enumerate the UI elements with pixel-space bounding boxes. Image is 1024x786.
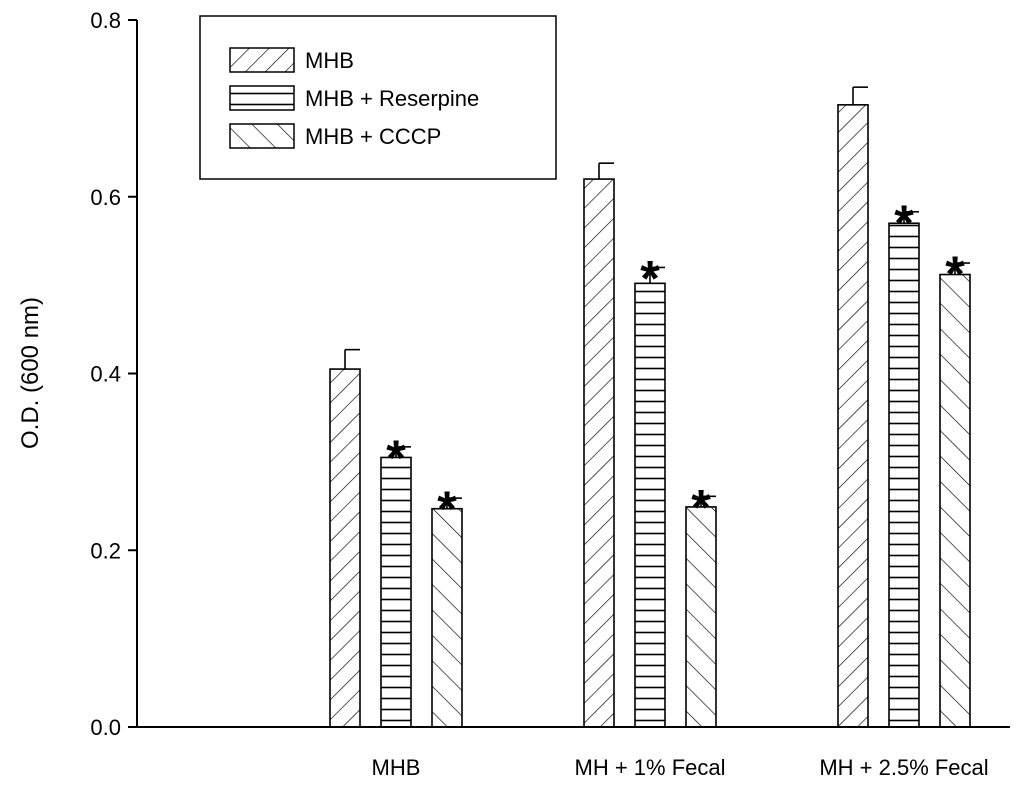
legend-swatch-mhb-cccp — [229, 123, 295, 149]
significance-markers: * * * * * * — [386, 195, 965, 537]
legend-label: MHB + CCCP — [305, 124, 441, 149]
y-tick-label: 0.8 — [90, 8, 121, 33]
significance-star: * — [691, 479, 711, 535]
significance-star: * — [945, 246, 965, 302]
bar-mhb-mh-1-fecal — [583, 178, 615, 728]
x-category-labels: MHB MH + 1% Fecal MH + 2.5% Fecal — [372, 755, 989, 780]
bar-mhb-reserpine-mhb — [380, 456, 412, 728]
legend-swatch-mhb-reserpine — [229, 85, 295, 111]
bar-mhb-reserpine-mh-1-fecal — [634, 282, 666, 728]
legend-swatch-mhb — [229, 47, 295, 73]
category-label: MH + 1% Fecal — [575, 755, 726, 780]
y-axis-title: O.D. (600 nm) — [17, 297, 44, 449]
significance-star: * — [640, 250, 660, 306]
bar-mhb-cccp-mhb — [431, 507, 463, 728]
bar-mhb-reserpine-mh-2-5-fecal — [888, 222, 920, 728]
error-bars — [344, 86, 970, 509]
bar-mhb-mh-2-5-fecal — [837, 104, 869, 728]
bar-mhb-cccp-mh-2-5-fecal — [939, 273, 971, 728]
bar-mhb-mhb — [329, 368, 361, 728]
legend: MHB MHB + Reserpine MHB + CCCP — [199, 15, 557, 180]
y-tick-label: 0.0 — [90, 715, 121, 740]
bar-mhb-cccp-mh-1-fecal — [685, 506, 717, 728]
y-tick-label: 0.6 — [90, 185, 121, 210]
category-label: MHB — [372, 755, 421, 780]
significance-star: * — [437, 481, 457, 537]
y-tick-label: 0.4 — [90, 362, 121, 387]
significance-star: * — [894, 195, 914, 251]
category-label: MH + 2.5% Fecal — [819, 755, 988, 780]
y-tick-label: 0.2 — [90, 538, 121, 563]
legend-label: MHB + Reserpine — [305, 86, 479, 111]
legend-label: MHB — [305, 48, 354, 73]
bars — [329, 104, 971, 728]
significance-star: * — [386, 430, 406, 486]
y-ticks: 0.0 0.2 0.4 0.6 0.8 — [90, 8, 137, 740]
